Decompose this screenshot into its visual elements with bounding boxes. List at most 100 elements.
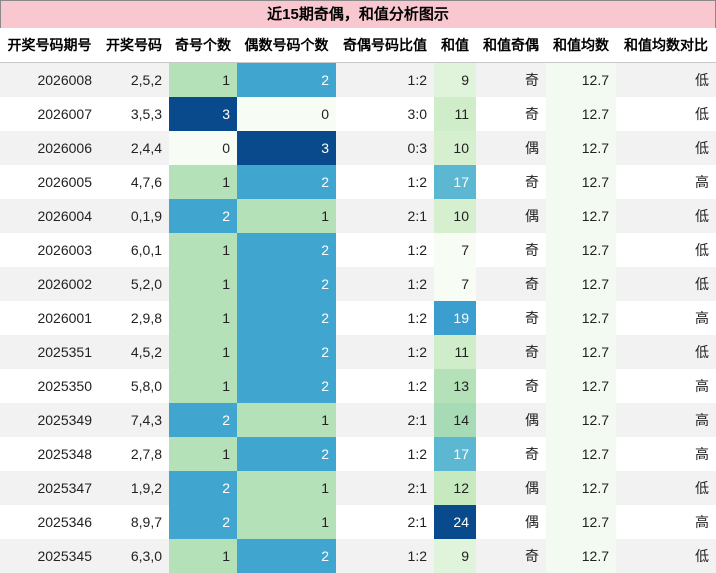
- header-even-count: 偶数号码个数: [237, 28, 336, 63]
- cell-odd-count: 2: [169, 199, 237, 233]
- cell-sum-average: 12.7: [546, 267, 616, 301]
- cell-even-count: 2: [237, 62, 336, 97]
- cell-sum-parity: 奇: [525, 378, 539, 394]
- cell-numbers: 4,7,6: [130, 174, 162, 190]
- cell-numbers: 4,5,2: [99, 335, 169, 369]
- cell-sum: 17: [434, 437, 476, 471]
- cell-period: 2025349: [0, 403, 99, 437]
- cell-even-count: 1: [237, 471, 336, 505]
- cell-sum: 13: [434, 369, 476, 403]
- cell-ratio: 1:2: [407, 242, 427, 258]
- cell-odd-count: 2: [169, 471, 237, 505]
- cell-sum-average: 12.7: [546, 131, 616, 165]
- cell-odd-count: 1: [169, 267, 237, 301]
- cell-average-compare: 高: [695, 378, 709, 394]
- cell-sum-parity: 奇: [525, 310, 539, 326]
- cell-odd-count: 1: [169, 62, 237, 97]
- cell-numbers: 8,9,7: [130, 514, 162, 530]
- cell-numbers: 2,4,4: [99, 131, 169, 165]
- cell-period: 2026008: [0, 62, 99, 97]
- cell-sum: 10: [434, 131, 476, 165]
- cell-numbers: 6,3,0: [99, 539, 169, 573]
- cell-average-compare: 低: [616, 267, 716, 301]
- cell-odd-count: 2: [169, 403, 237, 437]
- cell-average-compare: 低: [616, 471, 716, 505]
- cell-even-count: 2: [237, 335, 336, 369]
- cell-sum-average: 12.7: [546, 403, 616, 437]
- cell-numbers: 2,5,2: [99, 62, 169, 97]
- cell-sum-average: 12.7: [546, 199, 616, 233]
- cell-sum-parity: 偶: [476, 199, 546, 233]
- cell-sum-parity: 奇: [525, 174, 539, 190]
- cell-ratio: 0:3: [336, 131, 434, 165]
- cell-ratio: 1:2: [336, 62, 434, 97]
- cell-sum: 10: [434, 199, 476, 233]
- cell-period: 2026001: [37, 310, 92, 326]
- cell-sum-average: 12.7: [546, 301, 616, 335]
- cell-average-compare: 高: [695, 446, 709, 462]
- cell-sum-parity: 奇: [525, 106, 539, 122]
- cell-sum: 7: [434, 267, 476, 301]
- cell-ratio: 2:1: [336, 199, 434, 233]
- cell-even-count: 2: [237, 165, 336, 199]
- cell-ratio: 1:2: [407, 174, 427, 190]
- cell-odd-count: 1: [169, 335, 237, 369]
- cell-average-compare: 低: [695, 242, 709, 258]
- cell-odd-count: 1: [169, 233, 237, 267]
- cell-odd-count: 2: [169, 505, 237, 539]
- table-row: 2026005 4,7,6 1 2 1:2 17 奇 12.7 高: [0, 165, 716, 199]
- header-row: 开奖号码期号 开奖号码 奇号个数 偶数号码个数 奇偶号码比值 和值 和值奇偶 和…: [0, 28, 716, 63]
- cell-ratio: 2:1: [336, 471, 434, 505]
- cell-even-count: 0: [237, 97, 336, 131]
- cell-sum-parity: 偶: [525, 514, 539, 530]
- table-row: 2025346 8,9,7 2 1 2:1 24 偶 12.7 高: [0, 505, 716, 539]
- cell-sum-parity: 奇: [476, 539, 546, 573]
- table-row: 2025350 5,8,0 1 2 1:2 13 奇 12.7 高: [0, 369, 716, 403]
- cell-numbers: 0,1,9: [99, 199, 169, 233]
- cell-numbers: 5,8,0: [130, 378, 162, 394]
- header-numbers: 开奖号码: [99, 28, 169, 63]
- cell-numbers: 3,5,3: [130, 106, 162, 122]
- cell-numbers: 6,0,1: [130, 242, 162, 258]
- cell-average-compare: 低: [695, 106, 709, 122]
- cell-sum: 11: [434, 97, 476, 131]
- header-odd-count: 奇号个数: [169, 28, 237, 63]
- cell-sum: 14: [434, 403, 476, 437]
- cell-odd-count: 0: [169, 131, 237, 165]
- cell-numbers: 5,2,0: [99, 267, 169, 301]
- cell-even-count: 3: [237, 131, 336, 165]
- cell-sum: 9: [434, 62, 476, 97]
- cell-sum-average: 12.7: [546, 335, 616, 369]
- cell-sum-parity: 奇: [476, 62, 546, 97]
- cell-numbers: 2,7,8: [130, 446, 162, 462]
- cell-average-compare: 高: [695, 310, 709, 326]
- sheet-title: 近15期奇偶，和值分析图示: [0, 0, 716, 29]
- header-sum: 和值: [434, 28, 476, 63]
- header-period: 开奖号码期号: [0, 28, 99, 63]
- table-row: 2025347 1,9,2 2 1 2:1 12 偶 12.7 低: [0, 471, 716, 505]
- cell-period: 2026004: [0, 199, 99, 233]
- cell-sum-parity: 偶: [476, 131, 546, 165]
- cell-even-count: 2: [237, 369, 336, 403]
- cell-ratio: 1:2: [336, 267, 434, 301]
- cell-sum: 9: [434, 539, 476, 573]
- cell-ratio: 1:2: [407, 310, 427, 326]
- cell-average-compare: 低: [616, 539, 716, 573]
- cell-sum-average: 12.7: [546, 62, 616, 97]
- cell-even-count: 2: [237, 539, 336, 573]
- header-sum-parity: 和值奇偶: [476, 28, 546, 63]
- cell-period: 2026006: [0, 131, 99, 165]
- cell-sum-parity: 偶: [476, 471, 546, 505]
- cell-period: 2026002: [0, 267, 99, 301]
- cell-ratio: 1:2: [336, 539, 434, 573]
- table-row: 2026004 0,1,9 2 1 2:1 10 偶 12.7 低: [0, 199, 716, 233]
- cell-ratio: 1:2: [407, 378, 427, 394]
- cell-sum-average: 12.7: [546, 505, 616, 539]
- cell-period: 2026007: [37, 106, 92, 122]
- table-body: 2026008 2,5,2 1 2 1:2 9 奇 12.7 低 2026007 3,5,3 3 0 3:…: [0, 62, 716, 573]
- cell-sum-parity: 奇: [476, 267, 546, 301]
- cell-period: 2026005: [37, 174, 92, 190]
- cell-even-count: 1: [237, 199, 336, 233]
- cell-sum: 17: [434, 165, 476, 199]
- cell-average-compare: 低: [616, 335, 716, 369]
